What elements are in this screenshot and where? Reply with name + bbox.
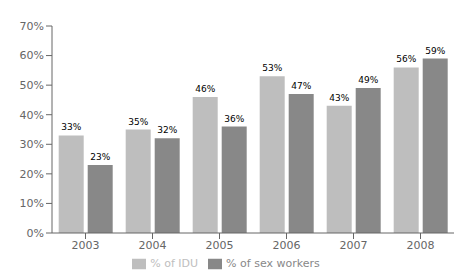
svg-text:33%: 33%: [61, 122, 81, 132]
html-text:% of IDU: % of IDU: [150, 257, 199, 270]
svg-text:43%: 43%: [329, 93, 349, 103]
svg-text:2006: 2006: [273, 239, 301, 252]
svg-text:40%: 40%: [20, 109, 44, 122]
svg-text:70%: 70%: [20, 20, 44, 33]
svg-text:2005: 2005: [206, 239, 234, 252]
svg-text:30%: 30%: [20, 138, 44, 151]
html-text:% of sex workers: % of sex workers: [226, 257, 320, 270]
svg-text:2008: 2008: [407, 239, 435, 252]
svg-text:49%: 49%: [358, 75, 378, 85]
svg-text:20%: 20%: [20, 168, 44, 181]
svg-text:46%: 46%: [195, 84, 215, 94]
svg-text:47%: 47%: [291, 81, 311, 91]
svg-text:2007: 2007: [340, 239, 368, 252]
svg-text:60%: 60%: [20, 49, 44, 62]
svg-text:2003: 2003: [72, 239, 100, 252]
svg-text:32%: 32%: [157, 125, 177, 135]
svg-text:53%: 53%: [262, 63, 282, 73]
svg-text:50%: 50%: [20, 79, 44, 92]
svg-text:36%: 36%: [224, 114, 244, 124]
svg-text:23%: 23%: [90, 152, 110, 162]
svg-text:10%: 10%: [20, 197, 44, 210]
svg-text:59%: 59%: [425, 46, 445, 56]
svg-text:0%: 0%: [27, 227, 44, 240]
svg-text:56%: 56%: [396, 54, 416, 64]
svg-text:35%: 35%: [128, 117, 148, 127]
svg-text:2004: 2004: [139, 239, 167, 252]
